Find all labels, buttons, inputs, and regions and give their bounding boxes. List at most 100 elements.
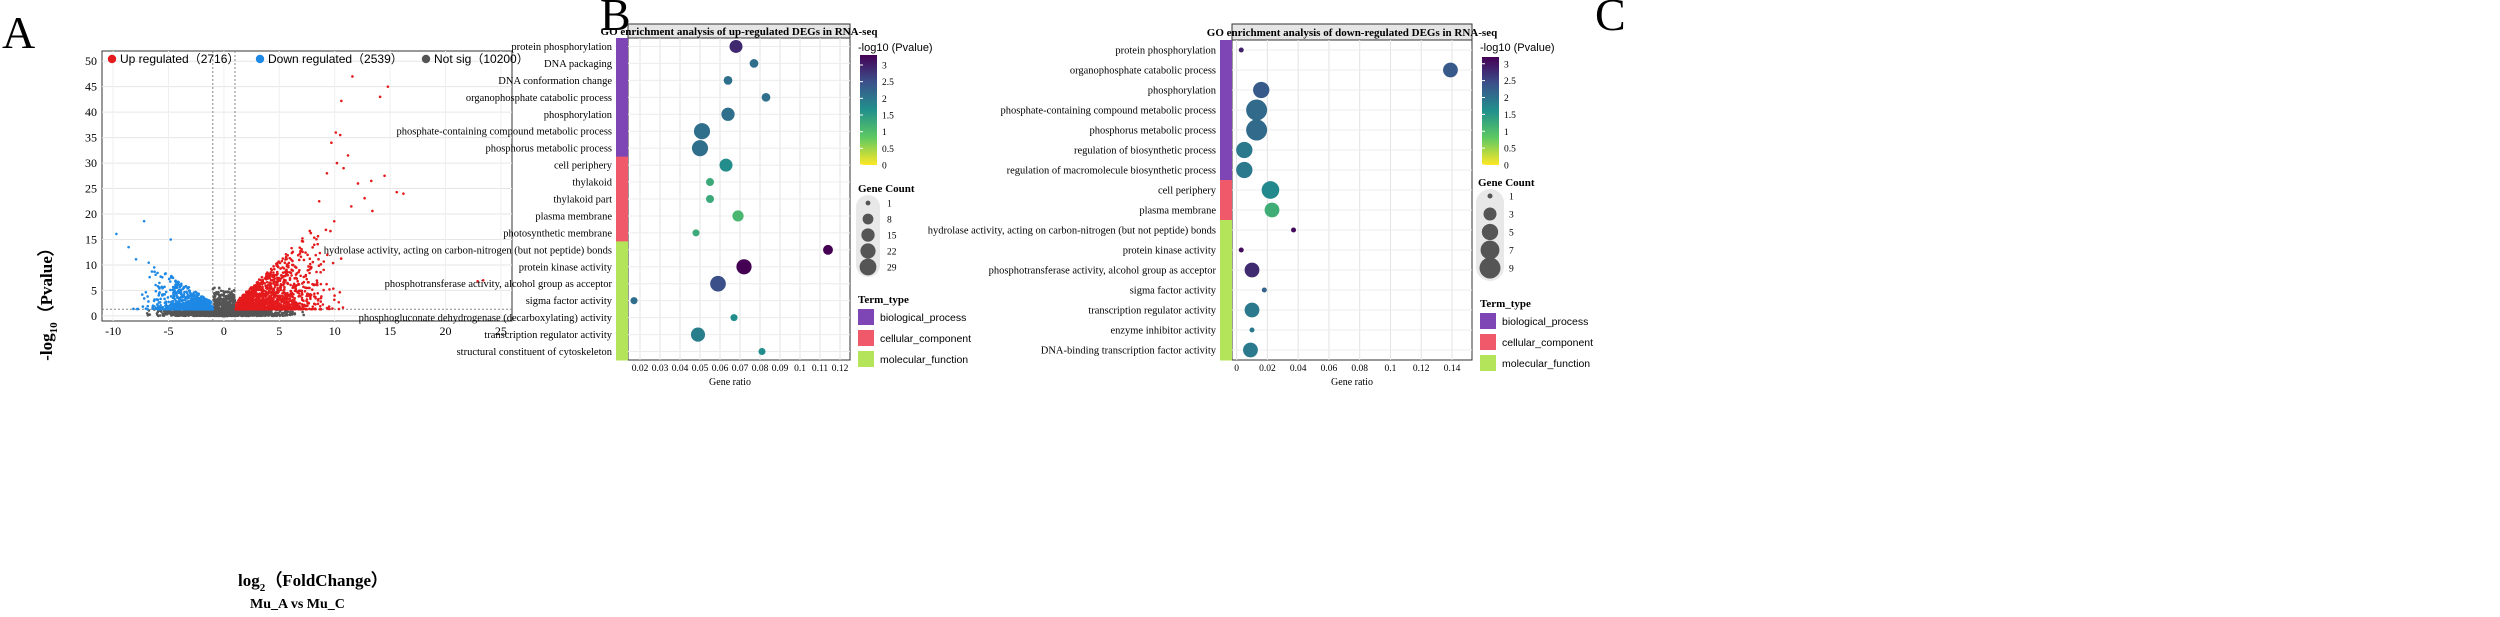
up-regulated-point [290, 263, 294, 267]
go-term-point [693, 123, 711, 140]
notsig-point [245, 311, 249, 315]
notsig-point [182, 310, 185, 313]
up-regulated-point [253, 286, 257, 289]
up-regulated-point [272, 278, 276, 282]
term-type-strip-segment [1220, 100, 1232, 121]
up-regulated-point [281, 257, 285, 260]
up-regulated-point [300, 293, 304, 296]
up-regulated-point [363, 196, 366, 200]
notsig-point [177, 314, 180, 317]
up-regulated-point [271, 302, 274, 306]
term-type-strip-segment [616, 258, 628, 276]
go-term-label: protein kinase activity [1123, 246, 1217, 257]
panel-label-b: B [600, 0, 631, 40]
up-regulated-point [276, 265, 280, 269]
colorbar-tick-label: 1 [1504, 128, 1509, 138]
notsig-point [278, 313, 282, 317]
down-regulated-point [179, 284, 182, 288]
term-type-legend-swatch [1480, 355, 1496, 371]
down-regulated-point [164, 272, 167, 275]
up-regulated-point [299, 249, 302, 253]
notsig-point [225, 298, 229, 301]
up-regulated-point [314, 295, 317, 299]
down-regulated-point [183, 298, 186, 302]
down-regulated-point [154, 283, 157, 287]
up-regulated-point [272, 276, 275, 279]
go-term-point [761, 92, 771, 102]
up-regulated-point [257, 288, 260, 291]
up-regulated-point [297, 258, 301, 262]
colorbar-tick-label: 2.5 [1504, 77, 1516, 87]
up-regulated-point [288, 296, 292, 300]
legend-notsig-marker [421, 54, 431, 64]
up-regulated-point [316, 234, 320, 238]
down-regulated-point [179, 282, 183, 286]
go-term-point [1261, 181, 1280, 199]
up-regulated-point [283, 261, 287, 265]
down-regulated-point [192, 301, 195, 305]
notsig-point [192, 314, 196, 318]
volcano-y-tick-label: 50 [85, 54, 97, 68]
notsig-point [215, 307, 219, 310]
volcano-y-axis-label: -log10（Pvalue） [36, 239, 60, 361]
go-term-point [729, 39, 743, 53]
go-term-label: transcription regulator activity [1088, 306, 1216, 317]
size-legend-label: 1 [1509, 193, 1514, 203]
notsig-point [273, 311, 277, 315]
up-regulated-point [261, 300, 264, 304]
size-legend-marker [1483, 207, 1497, 221]
down-regulated-point [140, 293, 144, 296]
legend-down-label: Down regulated（2539） [268, 52, 403, 66]
notsig-point [217, 302, 221, 305]
down-regulated-point [146, 304, 150, 308]
notsig-point [220, 306, 224, 309]
down-regulated-point [132, 307, 135, 311]
up-regulated-point [272, 271, 275, 274]
up-regulated-point [319, 270, 322, 274]
go-term-label: structural constituent of cytoskeleton [457, 347, 613, 358]
up-regulated-point [284, 274, 287, 278]
up-regulated-point [286, 264, 290, 267]
up-regulated-point [305, 298, 309, 301]
up-regulated-point [283, 285, 286, 289]
up-regulated-point [308, 268, 311, 271]
down-regulated-point [168, 280, 172, 283]
go-term-point [692, 229, 700, 237]
term-type-strip-segment [616, 88, 628, 107]
up-regulated-point [301, 237, 304, 240]
down-regulated-point [152, 266, 156, 269]
up-regulated-point [327, 305, 331, 308]
up-regulated-point [369, 179, 373, 183]
down-regulated-point [188, 289, 191, 293]
size-legend-marker [862, 213, 874, 225]
up-regulated-point [257, 278, 261, 281]
down-regulated-point [177, 304, 181, 308]
size-legend-label: 3 [1509, 211, 1514, 221]
go-term-point [630, 297, 638, 305]
up-regulated-point [253, 302, 256, 306]
go-x-tick-label: 0.04 [1290, 364, 1307, 374]
up-regulated-point [308, 257, 312, 261]
up-regulated-point [282, 267, 286, 270]
size-legend-label: 15 [887, 232, 897, 242]
colorbar-tick-label: 0.5 [1504, 145, 1516, 155]
up-regulated-point [305, 307, 309, 311]
go-term-label: regulation of biosynthetic process [1074, 146, 1216, 157]
go-up-term-strip [616, 38, 628, 361]
go-term-point [1244, 302, 1260, 318]
up-regulated-point [279, 305, 282, 308]
up-regulated-point [268, 302, 272, 305]
down-regulated-point [201, 305, 204, 309]
panel-label-a: A [2, 7, 35, 58]
up-regulated-point [293, 296, 296, 300]
go-term-point [1238, 247, 1244, 253]
down-regulated-point [175, 294, 178, 298]
size-legend-label: 9 [1509, 265, 1514, 275]
up-regulated-point [272, 288, 275, 291]
down-regulated-point [164, 290, 168, 294]
up-regulated-point [346, 154, 350, 157]
legend-notsig-label: Not sig（10200） [434, 52, 529, 66]
up-regulated-point [293, 277, 296, 280]
up-regulated-point [252, 290, 255, 294]
up-regulated-point [332, 219, 336, 223]
